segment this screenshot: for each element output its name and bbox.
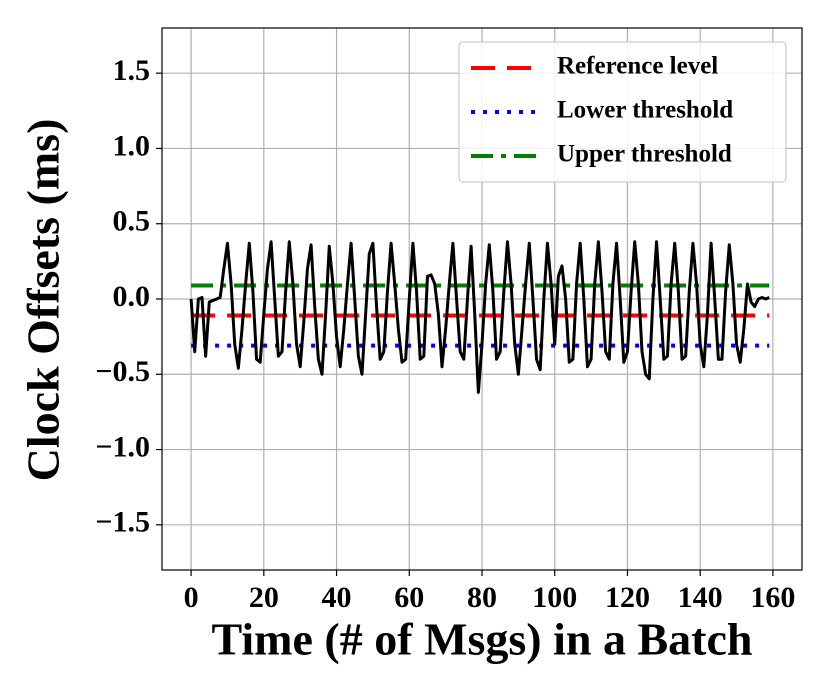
x-tick-label: 60 <box>394 581 424 614</box>
x-tick-label: 40 <box>322 581 352 614</box>
x-tick-label: 120 <box>605 581 650 614</box>
x-tick-label: 80 <box>467 581 497 614</box>
y-tick-label: −1.0 <box>95 430 150 463</box>
y-tick-label: 0.0 <box>113 280 151 313</box>
plot-frame <box>161 27 803 571</box>
data-line <box>189 240 770 394</box>
x-tick-label: 160 <box>750 581 795 614</box>
y-tick-label: 1.5 <box>113 54 151 87</box>
legend-label: Lower threshold <box>557 97 733 124</box>
y-axis-label: Clock Offsets (ms) <box>18 119 69 482</box>
x-tick-label: 100 <box>532 581 577 614</box>
y-tick-label: 0.5 <box>113 205 151 238</box>
y-tick-label: −1.5 <box>95 506 150 539</box>
legend-label: Upper threshold <box>557 141 732 168</box>
legend-label: Reference level <box>557 53 718 80</box>
x-tick-label: 20 <box>249 581 279 614</box>
x-axis-label: Time (# of Msgs) in a Batch <box>212 614 753 665</box>
y-tick-label: −0.5 <box>95 355 150 388</box>
x-tick-label: 140 <box>678 581 723 614</box>
y-tick-label: 1.0 <box>113 129 151 162</box>
legend-box <box>458 41 787 183</box>
x-tick-label: 0 <box>184 581 199 614</box>
